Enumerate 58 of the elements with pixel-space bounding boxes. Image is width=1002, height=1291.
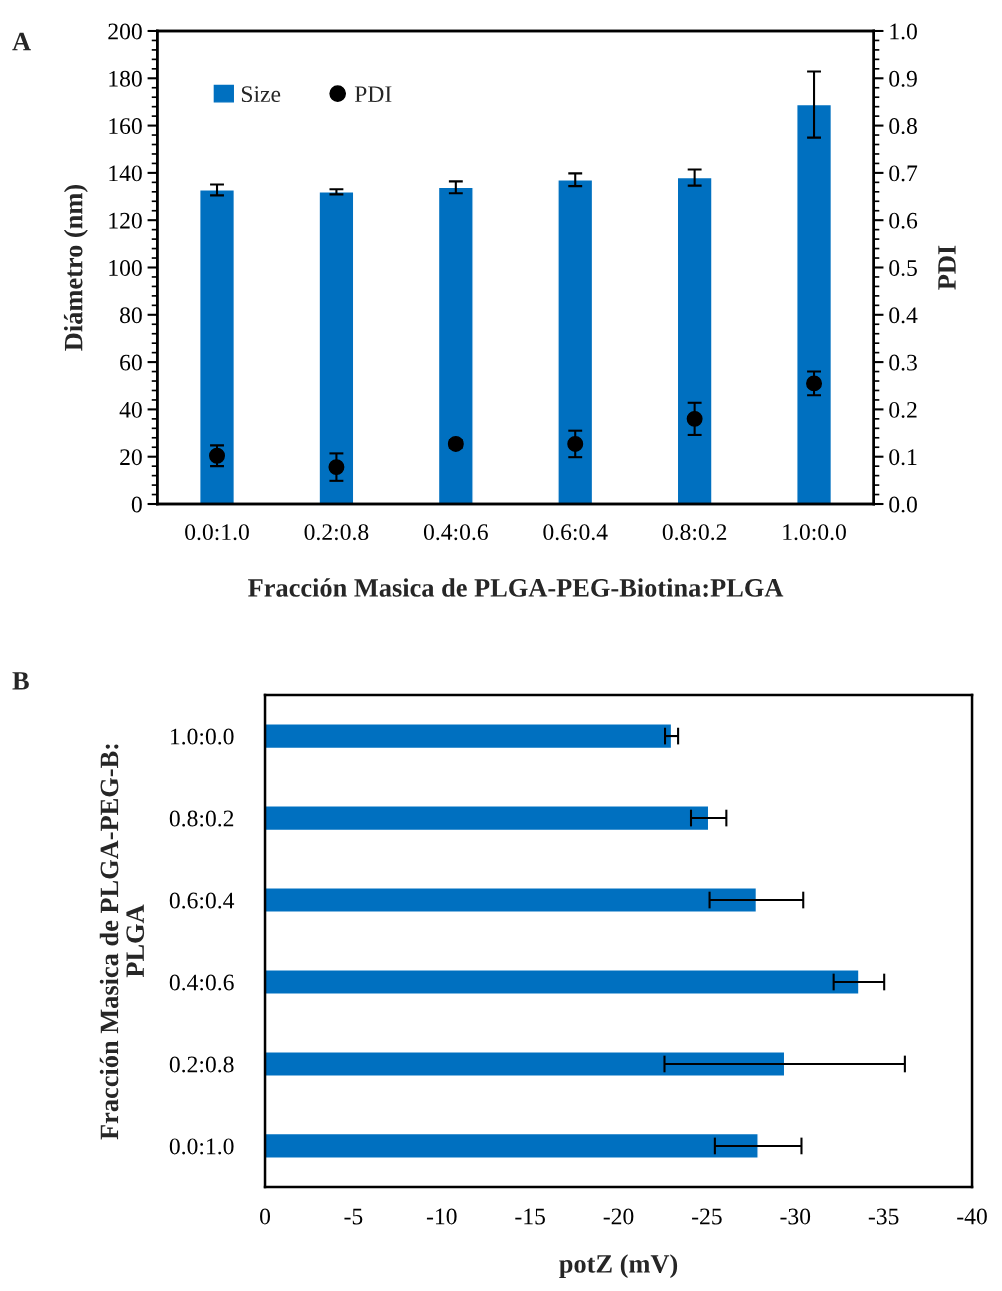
y-tick-label: 0.0:1.0 bbox=[169, 1138, 234, 1155]
y2-tick-label: 0.3 bbox=[889, 354, 917, 371]
x-tick-label: -15 bbox=[515, 1208, 545, 1225]
x-tick-label: -35 bbox=[868, 1208, 899, 1225]
legend-label: PDI bbox=[354, 86, 392, 102]
x-tick-label: -10 bbox=[426, 1208, 457, 1225]
x-axis-title: Fracción Masica de PLGA-PEG-Biotina:PLGA bbox=[248, 578, 784, 597]
bar bbox=[437, 186, 474, 505]
y-tick-label: 140 bbox=[109, 165, 142, 182]
x-tick-label: 0.8:0.2 bbox=[662, 524, 727, 541]
y2-tick-label: 0.5 bbox=[889, 259, 917, 277]
y-tick-label: 0.2:0.8 bbox=[169, 1056, 234, 1073]
y2-tick-label: 0.9 bbox=[889, 70, 917, 87]
x-tick-label: -5 bbox=[344, 1208, 363, 1225]
y2-tick-label: 0.4 bbox=[889, 307, 918, 324]
y-tick-label: 0 bbox=[131, 496, 142, 513]
x-tick-label: 0.6:0.4 bbox=[543, 524, 608, 541]
x-tick-label: 0.2:0.8 bbox=[304, 524, 369, 541]
y-tick-label: 200 bbox=[108, 23, 142, 40]
y-axis-title: Fracción Masica de PLGA-PEG-B: PLGA bbox=[99, 744, 145, 1140]
x-tick-label: 0.4:0.6 bbox=[423, 524, 488, 541]
x-tick-label: -25 bbox=[692, 1208, 722, 1225]
y2-tick-label: 0.6 bbox=[889, 212, 918, 229]
bar bbox=[796, 103, 833, 505]
y-tick-label: 80 bbox=[120, 307, 142, 324]
y-tick-label: 120 bbox=[109, 212, 142, 229]
bar bbox=[676, 176, 713, 505]
y2-tick-label: 1.0 bbox=[890, 23, 917, 40]
y-tick-label: 100 bbox=[109, 259, 142, 276]
y-tick-label: 1.0:0.0 bbox=[170, 728, 234, 745]
y2-tick-label: 0.7 bbox=[889, 165, 918, 182]
x-tick-label: 1.0:0.0 bbox=[783, 524, 846, 541]
x-tick-label: 0 bbox=[260, 1208, 271, 1225]
bar bbox=[557, 179, 594, 505]
y2-tick-label: 0.1 bbox=[889, 449, 917, 466]
text: A bbox=[12, 32, 31, 51]
y-tick-label: 160 bbox=[109, 118, 142, 135]
y-axis-title: Diámetro (nm) bbox=[63, 184, 88, 351]
bar bbox=[199, 189, 236, 505]
bar bbox=[318, 191, 355, 505]
y2-tick-label: 0.0 bbox=[889, 496, 917, 513]
y2-axis-title: PDI bbox=[938, 245, 956, 290]
x-tick-label: 0.0:1.0 bbox=[185, 524, 249, 541]
legend-label: Size bbox=[241, 86, 281, 103]
y-tick-label: 20 bbox=[120, 449, 142, 466]
y-tick-label: 40 bbox=[119, 401, 142, 418]
y-tick-label: 0.4:0.6 bbox=[169, 974, 234, 991]
x-tick-label: -30 bbox=[780, 1208, 811, 1225]
text: B bbox=[12, 672, 29, 690]
y2-tick-label: 0.8 bbox=[889, 118, 917, 135]
y-tick-label: 0.6:0.4 bbox=[169, 892, 235, 909]
x-tick-label: -40 bbox=[957, 1208, 987, 1225]
x-axis-title: potZ (mV) bbox=[559, 1254, 678, 1279]
y-tick-label: 60 bbox=[120, 354, 142, 371]
y-tick-label: 0.8:0.2 bbox=[169, 810, 234, 827]
x-tick-label: -20 bbox=[603, 1208, 634, 1225]
y-tick-label: 180 bbox=[109, 70, 142, 87]
y2-tick-label: 0.2 bbox=[889, 401, 917, 418]
